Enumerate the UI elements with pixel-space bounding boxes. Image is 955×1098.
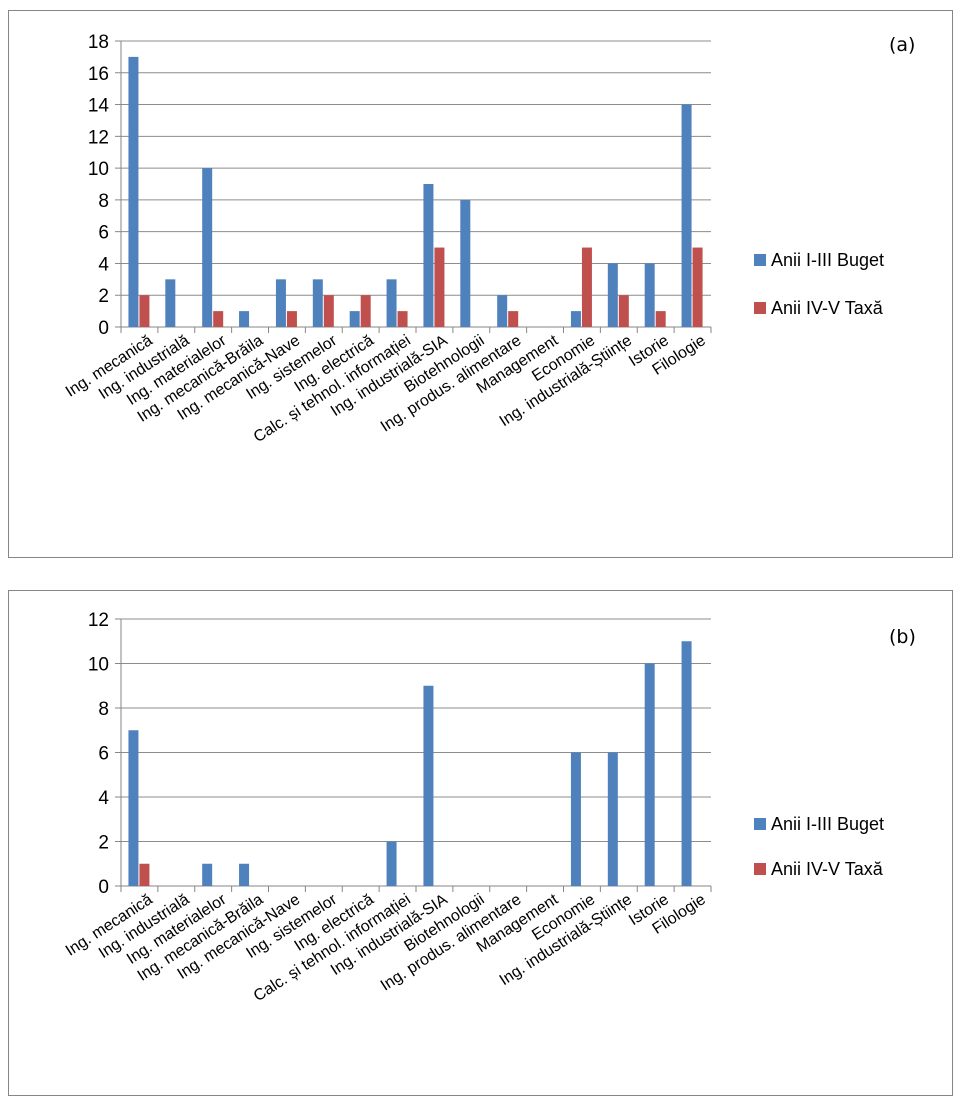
bar-buget bbox=[239, 863, 250, 886]
bar-taxa bbox=[618, 295, 629, 327]
bar-buget bbox=[275, 279, 286, 327]
y-tick-label: 12 bbox=[88, 127, 109, 148]
bar-taxa bbox=[434, 247, 445, 327]
legend-swatch-buget bbox=[754, 254, 766, 266]
y-tick-label: 2 bbox=[98, 286, 109, 307]
y-tick-label: 2 bbox=[98, 833, 109, 854]
bar-buget bbox=[386, 841, 397, 886]
bar-buget bbox=[644, 663, 655, 886]
bar-buget bbox=[607, 263, 618, 327]
y-tick-label: 4 bbox=[98, 254, 109, 275]
y-tick-label: 10 bbox=[88, 655, 109, 676]
chart-panel-b: 0 2 4 6 8 10 12 Ing. mecanică Ing. industrială In… bbox=[8, 590, 953, 1096]
bar-buget bbox=[165, 279, 176, 327]
bar-buget bbox=[570, 752, 581, 886]
bar-buget bbox=[423, 184, 434, 327]
bar-taxa bbox=[508, 311, 519, 327]
legend-label-taxa: Anii IV-V Taxă bbox=[771, 298, 884, 318]
y-tick-label: 6 bbox=[98, 223, 109, 244]
bar-buget bbox=[681, 641, 692, 886]
y-tick-label: 14 bbox=[88, 96, 110, 117]
bar-buget bbox=[128, 730, 139, 886]
y-tick-label: 0 bbox=[98, 318, 109, 339]
bar-buget bbox=[681, 104, 692, 327]
bar-buget bbox=[497, 295, 508, 327]
y-tick-label: 16 bbox=[88, 64, 109, 85]
bar-buget bbox=[202, 168, 213, 327]
bar-buget bbox=[349, 311, 360, 327]
y-tick-label: 6 bbox=[98, 744, 109, 765]
legend-label-taxa: Anii IV-V Taxă bbox=[771, 859, 884, 879]
legend-label-buget: Anii I-III Buget bbox=[771, 250, 884, 270]
y-tick-label: 0 bbox=[98, 877, 109, 898]
bar-buget bbox=[607, 752, 618, 886]
y-tick-label: 10 bbox=[88, 159, 109, 180]
chart-panel-a: 0 2 4 6 8 10 12 14 16 18 Ing. mecanică Ing. industr… bbox=[8, 10, 953, 558]
panel-label: (b) bbox=[889, 626, 916, 648]
y-tick-label: 12 bbox=[88, 610, 109, 631]
legend-swatch-taxa bbox=[754, 863, 766, 875]
bar-taxa bbox=[692, 247, 703, 327]
bar-taxa bbox=[213, 311, 224, 327]
bar-buget bbox=[239, 311, 250, 327]
bar-taxa bbox=[397, 311, 408, 327]
bar-taxa bbox=[286, 311, 297, 327]
bar-taxa bbox=[139, 863, 150, 886]
y-tick-label: 4 bbox=[98, 788, 109, 809]
bar-buget bbox=[202, 863, 213, 886]
y-tick-label: 8 bbox=[98, 699, 109, 720]
bar-taxa bbox=[581, 247, 592, 327]
bar-taxa bbox=[139, 295, 150, 327]
bar-buget bbox=[570, 311, 581, 327]
legend-swatch-taxa bbox=[754, 302, 766, 314]
bar-buget bbox=[423, 685, 434, 886]
y-tick-label: 8 bbox=[98, 191, 109, 212]
bar-buget bbox=[460, 199, 471, 327]
y-tick-label: 18 bbox=[88, 32, 109, 53]
bar-buget bbox=[644, 263, 655, 327]
bar-taxa bbox=[655, 311, 666, 327]
bar-buget bbox=[386, 279, 397, 327]
panel-label: (a) bbox=[889, 34, 915, 56]
legend-swatch-buget bbox=[754, 818, 766, 830]
bar-taxa bbox=[323, 295, 334, 327]
bar-taxa bbox=[360, 295, 371, 327]
bar-buget bbox=[128, 56, 139, 328]
legend-label-buget: Anii I-III Buget bbox=[771, 814, 884, 834]
bar-buget bbox=[312, 279, 323, 327]
